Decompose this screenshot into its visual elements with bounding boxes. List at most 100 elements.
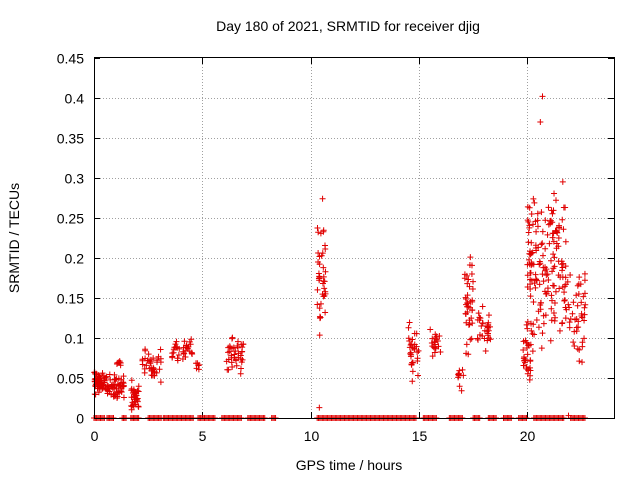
data-point [560,260,567,267]
y-tick-label: 0.4 [65,91,85,107]
data-point [468,315,475,322]
data-point [466,261,473,268]
data-point [567,271,574,278]
data-point [542,217,549,224]
data-point [581,304,588,311]
data-point [317,300,324,307]
data-point [414,372,421,379]
data-point [548,317,555,324]
data-point [468,271,475,278]
data-point [409,359,416,366]
data-point [575,324,582,331]
data-point [574,345,581,352]
x-tick-label: 5 [199,428,207,444]
data-point [561,297,568,304]
data-point [523,363,530,370]
data-point [128,394,135,401]
x-tick-label: 15 [412,428,428,444]
plot-frame [94,57,615,419]
data-point [111,390,118,397]
data-point [92,391,99,398]
data-point [234,343,241,350]
data-point [320,278,327,285]
data-point [562,204,569,211]
data-point [234,338,241,345]
data-point [562,274,569,281]
data-point [96,378,103,385]
data-point [551,299,558,306]
data-point [107,376,114,383]
data-point [573,315,580,322]
data-point [539,228,546,235]
data-point [542,245,549,252]
data-point [469,285,476,292]
data-point [561,283,568,290]
data-point [541,288,548,295]
data-point [111,371,118,378]
data-point [582,301,589,308]
data-point [539,330,546,337]
data-point [479,303,486,310]
data-point [115,388,122,395]
data-point [551,254,558,261]
data-point [314,286,321,293]
data-point [535,244,542,251]
data-point [99,370,106,377]
data-point [525,256,532,263]
data-point [559,267,566,274]
data-point [526,250,533,257]
data-point [526,222,533,229]
data-point [139,357,146,364]
data-point [318,252,325,259]
data-point [533,316,540,323]
data-point [576,274,583,281]
data-point [229,364,236,370]
data-point [231,354,238,361]
data-point [527,372,534,379]
data-point [157,346,164,353]
data-point [581,290,588,297]
data-point [120,394,127,401]
data-point [102,383,109,390]
data-point [406,319,413,326]
data-point [550,309,557,316]
data-point [550,207,557,214]
data-point [545,276,552,283]
data-point [485,335,492,342]
data-point [461,275,468,282]
data-point [409,336,416,343]
data-point [232,348,239,355]
data-point [95,377,102,384]
data-point [579,343,586,350]
data-point [573,292,580,299]
data-point [117,360,124,367]
data-point [317,314,324,321]
data-point [474,335,481,342]
data-point [468,335,475,342]
y-tick-label: 0.2 [65,251,85,267]
data-point [433,336,440,343]
data-point [579,359,586,366]
data-point [546,240,553,247]
data-point [524,318,531,325]
data-point [525,239,532,246]
data-point [524,261,531,268]
data-point [322,268,329,275]
data-point [133,396,140,403]
data-point [237,365,244,372]
data-point [558,320,565,327]
data-point [570,339,577,346]
data-point [147,358,154,365]
data-point [550,251,557,258]
data-point [467,304,474,311]
data-point [543,272,550,279]
data-point [527,286,534,293]
data-point [537,119,544,125]
data-point [542,312,549,319]
data-point [552,314,559,321]
data-point [578,299,585,306]
data-point [545,204,552,211]
data-point [427,326,434,333]
data-point [539,252,546,259]
data-point [129,399,136,406]
